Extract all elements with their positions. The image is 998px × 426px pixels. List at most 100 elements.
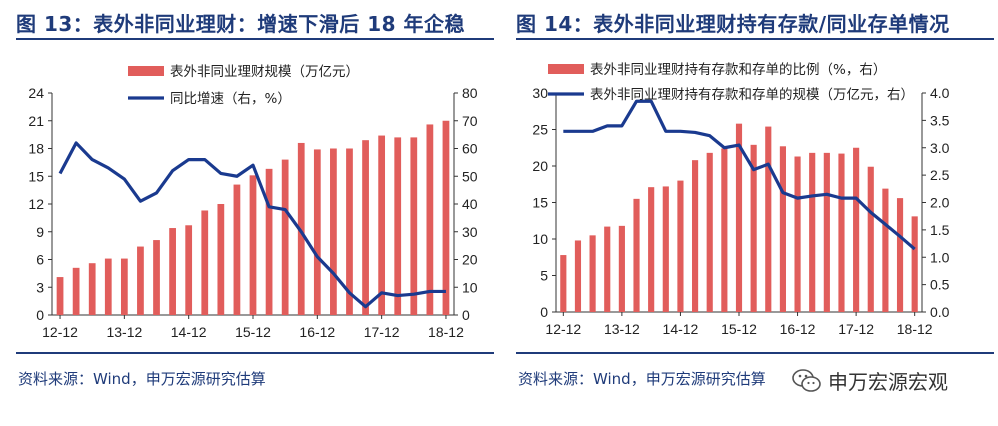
bar: [604, 226, 611, 312]
right-tick-label: 50: [462, 168, 478, 184]
bar: [823, 152, 830, 312]
bar: [201, 210, 209, 315]
bar: [185, 225, 193, 315]
left-tick-label: 0: [36, 307, 44, 323]
bar: [362, 140, 369, 315]
bar: [911, 216, 918, 312]
x-tick-label: 18-12: [428, 324, 464, 340]
x-tick-label: 14-12: [663, 321, 699, 337]
bar: [574, 240, 582, 312]
bar: [589, 235, 596, 312]
legend-line-label: 表外非同业理财持有存款和存单的规模（万亿元，右）: [590, 87, 914, 103]
x-tick-label: 12-12: [545, 321, 581, 337]
left-tick-label: 24: [28, 85, 44, 101]
bar: [120, 258, 128, 315]
line-series: [58, 141, 446, 309]
bar: [153, 240, 160, 315]
bar: [853, 147, 860, 312]
legend-line-label: 同比增速（右，%）: [170, 91, 291, 107]
bar: [750, 144, 757, 312]
right-tick-label: 2.5: [930, 167, 950, 183]
bar: [233, 184, 241, 315]
chart-13-svg: 0 3 6 9 12 15 18 21 24 0 10 20 30 40 50 60 70 80 12-12 13-1…: [28, 64, 478, 340]
bar: [662, 186, 669, 312]
chart-panel-14: 图 14：表外非同业理财持有存款/同业存单情况 0 5 10 15 20 25 30 0.0 0…: [504, 0, 994, 426]
chart-14-svg: 0 5 10 15 20 25 30 0.0 0.5 1.0 1.5 2.0 2.5 3.0 3.5 4.0 1…: [532, 62, 950, 337]
left-tick-label: 5: [540, 268, 548, 284]
left-tick-label: 3: [36, 279, 44, 295]
bar: [394, 137, 402, 315]
bar: [882, 188, 889, 312]
left-tick-label: 0: [540, 304, 548, 320]
bar: [779, 146, 786, 312]
bar: [648, 187, 655, 312]
left-tick-label: 15: [28, 168, 44, 184]
chart-title: 图 13：表外非同业理财：增速下滑后 18 年企稳: [16, 12, 466, 36]
bar: [378, 135, 386, 315]
bar: [72, 267, 80, 315]
bar: [896, 198, 904, 312]
bar: [765, 126, 772, 312]
right-tick-label: 0.0: [930, 304, 950, 320]
bar: [560, 255, 567, 312]
bar: [249, 175, 257, 315]
left-tick-label: 30: [532, 85, 548, 101]
legend-bar-swatch: [128, 66, 164, 76]
bar: [104, 258, 112, 315]
x-tick-label: 17-12: [364, 324, 400, 340]
bar: [217, 204, 225, 315]
source-note: 资料来源：Wind，申万宏源研究估算: [18, 370, 266, 388]
bar: [281, 159, 289, 315]
right-tick-label: 1.0: [930, 249, 950, 265]
bar: [442, 120, 450, 315]
left-tick-label: 6: [36, 252, 44, 268]
bar: [56, 277, 64, 315]
bar: [297, 142, 305, 315]
chart-title: 图 14：表外非同业理财持有存款/同业存单情况: [516, 12, 950, 36]
right-tick-label: 20: [462, 252, 478, 268]
x-tick-label: 14-12: [171, 324, 207, 340]
bar: [330, 148, 337, 315]
x-tick-label: 16-12: [299, 324, 335, 340]
x-tick-label: 18-12: [897, 321, 933, 337]
bar: [265, 168, 273, 315]
bar: [809, 152, 816, 312]
right-tick-label: 3.5: [930, 112, 950, 128]
right-tick-label: 0: [462, 307, 470, 323]
legend-bar-swatch: [548, 64, 584, 74]
right-tick-label: 80: [462, 85, 478, 101]
legend-bar-label: 表外非同业理财持有存款和存单的比例（%，右）: [590, 62, 886, 78]
x-tick-label: 17-12: [838, 321, 874, 337]
bar: [838, 153, 845, 312]
legend-bar-label: 表外非同业理财规模（万亿元）: [170, 64, 359, 80]
x-tick-label: 13-12: [106, 324, 142, 340]
left-tick-label: 21: [28, 113, 44, 129]
right-tick-label: 4.0: [930, 85, 950, 101]
x-tick-label: 15-12: [235, 324, 271, 340]
bar: [721, 148, 728, 312]
right-tick-label: 70: [462, 113, 478, 129]
bar: [88, 263, 96, 315]
title-rule: [16, 38, 494, 40]
bar: [410, 137, 418, 315]
source-rule: [16, 352, 494, 354]
bar: [313, 149, 321, 315]
right-tick-label: 30: [462, 224, 478, 240]
left-tick-label: 12: [28, 196, 44, 212]
bar: [867, 166, 874, 312]
x-tick-label: 12-12: [42, 324, 78, 340]
x-tick-label: 13-12: [604, 321, 640, 337]
bar: [794, 156, 801, 312]
source-rule: [516, 352, 994, 354]
left-tick-label: 15: [532, 195, 548, 211]
chart-panel-13: 图 13：表外非同业理财：增速下滑后 18 年企稳 0 3 6 9 12 15 18 21 24…: [4, 0, 494, 426]
right-tick-label: 3.0: [930, 140, 950, 156]
legend: 表外非同业理财持有存款和存单的比例（%，右） 表外非同业理财持有存款和存单的规模（…: [548, 62, 914, 103]
x-tick-label: 15-12: [721, 321, 757, 337]
right-tick-label: 2.0: [930, 195, 950, 211]
left-tick-label: 18: [28, 141, 44, 157]
right-tick-label: 40: [462, 196, 478, 212]
x-tick-label: 16-12: [780, 321, 816, 337]
bar: [735, 123, 743, 312]
bar: [426, 124, 434, 315]
